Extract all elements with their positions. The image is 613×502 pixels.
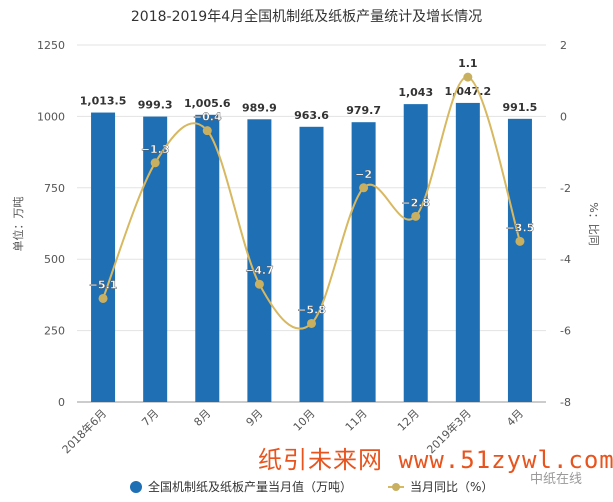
line-point — [515, 236, 525, 246]
bar — [351, 122, 376, 402]
line-data-label: 1.1 — [458, 57, 478, 70]
y2-tick-label: -4 — [560, 253, 571, 266]
y2-tick-label: -6 — [560, 325, 571, 338]
bar — [91, 112, 116, 402]
y2-axis-label: %：比同 — [587, 202, 600, 245]
y2-tick-label: 2 — [560, 39, 567, 52]
x-tick-label: 10月 — [291, 407, 318, 434]
legend-line-icon — [388, 482, 405, 491]
x-tick-label: 11月 — [343, 407, 370, 434]
line-point — [202, 126, 212, 136]
y-tick-label: 1000 — [37, 110, 65, 123]
line-data-label: −0.4 — [193, 111, 222, 124]
line-data-label: −2.8 — [401, 196, 430, 209]
line-data-label: −4.7 — [245, 264, 274, 277]
line-data-label: −3.5 — [506, 221, 535, 234]
y-tick-label: 500 — [44, 253, 65, 266]
x-tick-label: 7月 — [139, 407, 161, 429]
x-tick-label: 2018年6月 — [59, 406, 109, 456]
bar — [403, 104, 428, 402]
line-data-label: −5.8 — [297, 303, 326, 316]
y-tick-label: 750 — [44, 182, 65, 195]
line-point — [463, 72, 473, 82]
legend-bar-icon — [130, 480, 142, 493]
watermark-text: 纸引未来网 www.51zywl.com — [258, 446, 613, 474]
line-data-label: −5.1 — [89, 278, 118, 291]
line-point — [307, 318, 316, 328]
bar — [455, 102, 480, 402]
y2-tick-label: -8 — [560, 396, 571, 409]
bar-data-label: 963.6 — [294, 109, 329, 122]
x-tick-label: 8月 — [191, 407, 213, 429]
bar-data-label: 979.7 — [346, 104, 381, 117]
bar-data-label: 1,047.2 — [445, 85, 492, 98]
bar-data-label: 991.5 — [503, 101, 538, 114]
watermark-source: 中纸在线 — [530, 472, 583, 487]
legend-bar-label[interactable]: 全国机制纸及纸板产量当月值（万吨） — [148, 480, 353, 494]
y-tick-label: 1250 — [37, 39, 65, 52]
bar — [299, 126, 324, 402]
y-axis-label: 单位：万吨 — [11, 197, 25, 252]
line-point — [150, 158, 160, 168]
line-series — [102, 76, 521, 330]
chart-title: 2018-2019年4月全国机制纸及纸板产量统计及增长情况 — [130, 9, 483, 25]
line-point — [359, 183, 369, 193]
y2-tick-label: -2 — [560, 182, 571, 195]
y-tick-label: 0 — [58, 396, 65, 409]
line-point — [254, 279, 264, 289]
x-tick-label: 9月 — [244, 407, 266, 429]
bar-data-label: 999.3 — [138, 99, 173, 112]
bar-data-label: 1,005.6 — [184, 97, 231, 110]
y-tick-label: 250 — [44, 325, 65, 338]
legend: 全国机制纸及纸板产量当月值（万吨） 当月同比（%） — [130, 478, 493, 495]
y2-tick-label: 0 — [560, 110, 567, 123]
line-point — [411, 211, 421, 221]
bar-data-label: 1,013.5 — [80, 95, 127, 108]
bar-data-label: 989.9 — [242, 101, 277, 114]
line-data-label: −1.3 — [141, 143, 170, 156]
legend-line-label[interactable]: 当月同比（%） — [410, 480, 494, 494]
bar — [195, 114, 220, 403]
x-tick-label: 4月 — [504, 407, 526, 429]
line-point — [98, 293, 108, 303]
bar-data-label: 1,043 — [398, 86, 433, 99]
line-data-label: −2 — [355, 168, 372, 181]
x-tick-label: 12月 — [395, 407, 422, 434]
bar — [507, 118, 532, 402]
bar — [247, 119, 272, 403]
